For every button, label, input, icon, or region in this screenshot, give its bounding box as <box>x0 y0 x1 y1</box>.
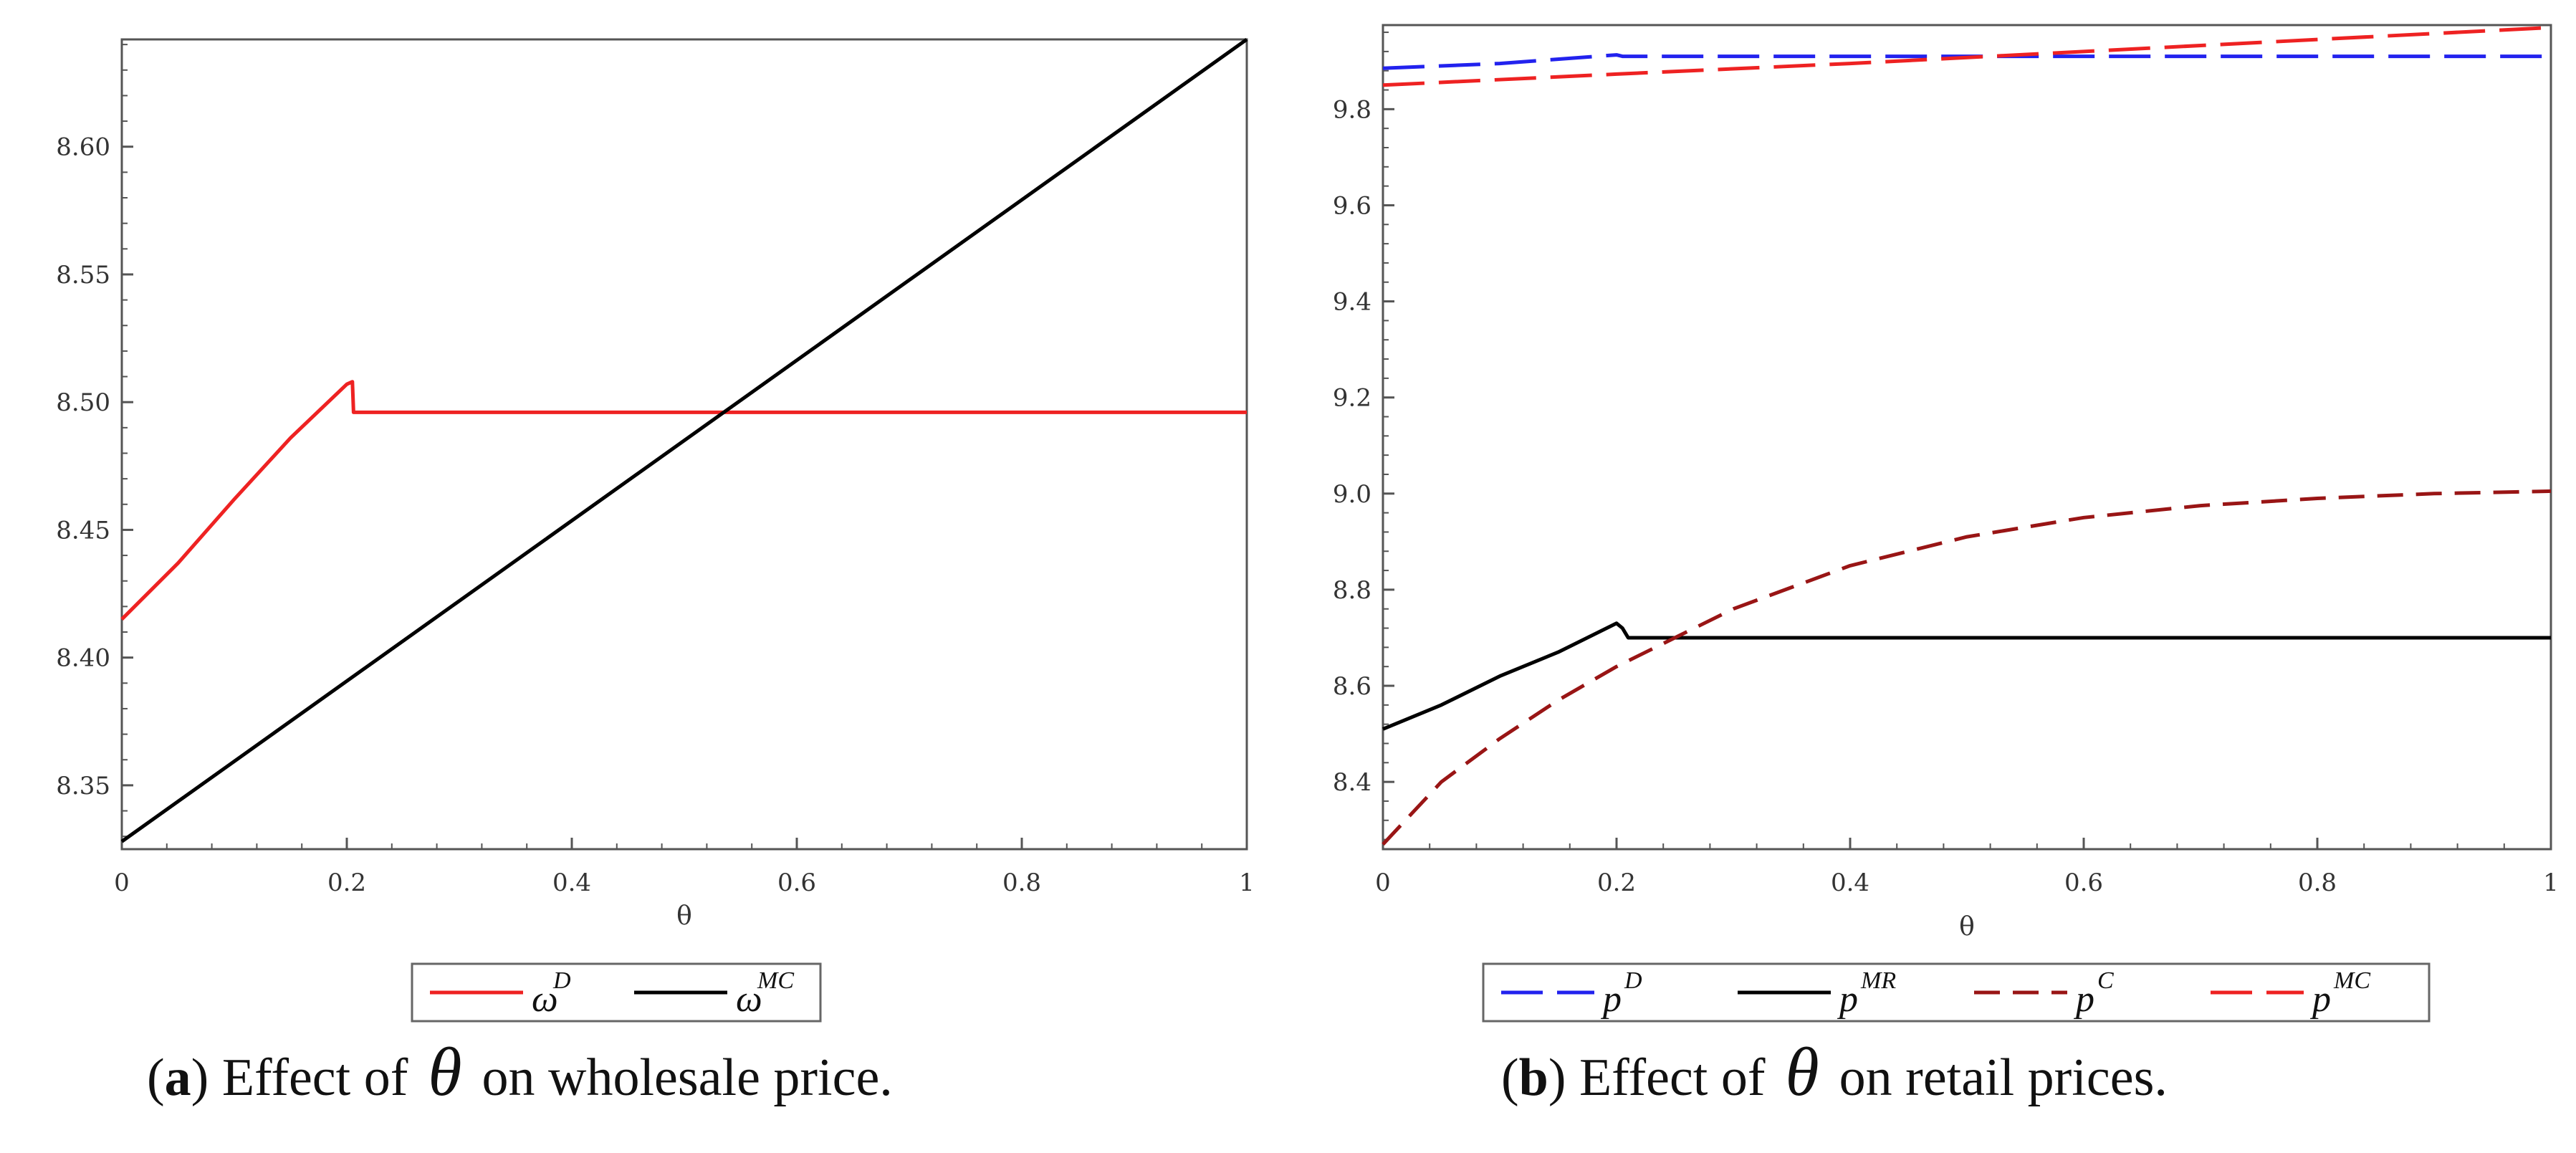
chart-b-legend-label-sup: D <box>1624 967 1642 994</box>
chart-a-legend-label: ω <box>736 979 762 1020</box>
chart-a-y-tick-label: 8.40 <box>56 644 110 673</box>
chart-b-y-tick-label: 8.6 <box>1333 672 1371 701</box>
chart-b-x-axis-label: θ <box>1959 912 1975 942</box>
chart-b-series-0-line <box>1382 53 2551 70</box>
chart-a-x-tick-label: 0.6 <box>777 869 816 897</box>
caption-a-before: Effect of <box>221 1048 408 1107</box>
chart-a-y-tick-label: 8.35 <box>56 772 110 800</box>
chart-b-legend-label: p <box>2309 979 2331 1020</box>
chart-b-legend-label-sup: MR <box>1860 967 1896 994</box>
chart-a-x-tick-label: 0.2 <box>327 869 366 897</box>
chart-b-series-2-line <box>1382 489 2552 846</box>
chart-a-series-1-line <box>120 37 1248 843</box>
chart-b-series-3-line <box>1382 25 2552 87</box>
caption-b-theta: θ <box>1785 1033 1819 1110</box>
chart-b-y-tick-label: 8.8 <box>1333 576 1371 605</box>
chart-a-x-tick-label: 1 <box>1239 869 1255 897</box>
chart-a-series-0-line <box>120 380 1247 621</box>
chart-b-x-tick-label: 0.8 <box>2298 869 2337 897</box>
chart-b-legend-label: p <box>1837 979 1858 1020</box>
chart-a-y-tick-label: 8.45 <box>56 516 110 545</box>
chart-b-x-tick-label: 0.4 <box>1831 869 1869 897</box>
chart-a-x-tick-label: 0.8 <box>1002 869 1041 897</box>
caption-a-label: a <box>164 1048 191 1107</box>
chart-b-x-tick-label: 0.2 <box>1597 869 1636 897</box>
chart-a-legend-label-sup: D <box>552 967 571 994</box>
chart-b-legend-label-sup: MC <box>2333 967 2370 994</box>
caption-a: (a) Effect of θ on wholesale price. <box>147 1033 893 1110</box>
caption-b-label: b <box>1518 1048 1548 1107</box>
chart-b-y-tick-label: 9.6 <box>1333 191 1371 220</box>
chart-b: 0 0.2 0.4 0.6 0.8 1 8.4 8.6 8.8 9.0 9.2 9.4 9.6 9.8 θ… <box>1333 24 2559 1023</box>
caption-a-theta: θ <box>428 1033 462 1110</box>
chart-b-series-1-line <box>1382 621 2551 731</box>
chart-b-legend-label-sup: C <box>2097 967 2114 994</box>
chart-b-y-tick-label: 8.4 <box>1333 768 1371 797</box>
chart-a-y-tick-label: 8.55 <box>56 261 110 290</box>
chart-b-legend-label: p <box>2073 979 2094 1020</box>
caption-b: (b) Effect of θ on retail prices. <box>1501 1033 2168 1110</box>
chart-a-x-tick-label: 0.4 <box>552 869 591 897</box>
chart-b-y-tick-label: 9.8 <box>1333 95 1371 124</box>
chart-b-plot-area <box>1382 24 2552 851</box>
chart-a: 0 0.2 0.4 0.6 0.8 1 8.35 8.40 8.45 8.50 8.55 8.60 θ… <box>56 37 1255 1023</box>
chart-a-x-axis-label: θ <box>676 901 692 931</box>
chart-a-y-tick-label: 8.50 <box>56 388 110 417</box>
chart-a-legend-label: ω <box>532 979 558 1020</box>
caption-b-before: Effect of <box>1579 1048 1766 1107</box>
chart-b-legend-label: p <box>1600 979 1622 1020</box>
chart-a-legend-label-sup: MC <box>757 967 794 994</box>
chart-a-x-tick-label: 0 <box>114 869 130 897</box>
chart-a-legend: ωD ωMC <box>411 962 822 1023</box>
chart-a-y-tick-label: 8.60 <box>56 133 110 162</box>
caption-b-after: on retail prices. <box>1839 1048 2168 1107</box>
chart-b-y-tick-label: 9.0 <box>1333 480 1371 509</box>
chart-b-x-tick-label: 0.6 <box>2064 869 2103 897</box>
chart-b-y-tick-label: 9.2 <box>1333 384 1371 413</box>
chart-b-x-tick-label: 1 <box>2543 869 2559 897</box>
chart-b-y-tick-label: 9.4 <box>1333 288 1371 317</box>
chart-b-x-tick-label: 0 <box>1375 869 1391 897</box>
caption-a-after: on wholesale price. <box>482 1048 893 1107</box>
